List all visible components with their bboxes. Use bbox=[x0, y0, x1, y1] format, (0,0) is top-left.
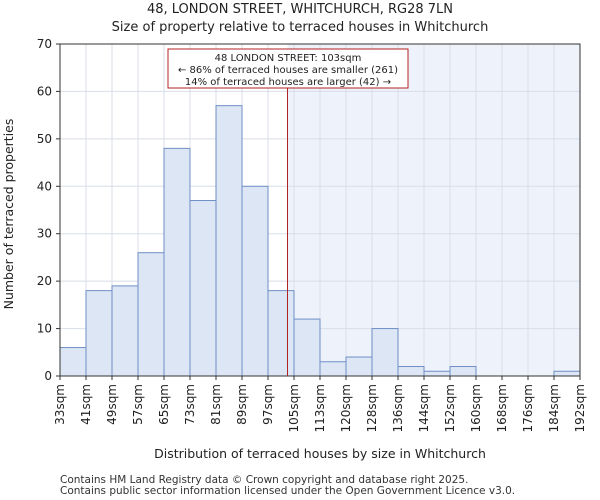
bar-81sqm bbox=[215, 105, 243, 377]
x-tick-label-73sqm: 73sqm bbox=[183, 384, 197, 425]
chart-subtitle: Size of property relative to terraced ho… bbox=[111, 20, 489, 35]
annotation-line-2: ← 86% of terraced houses are smaller (26… bbox=[178, 65, 398, 76]
x-tick-label-192sqm: 192sqm bbox=[573, 384, 587, 432]
bar-152sqm bbox=[449, 366, 477, 377]
annotation-line-1: 48 LONDON STREET: 103sqm bbox=[215, 53, 362, 64]
bar-105sqm bbox=[293, 318, 321, 377]
footer-copyright: Contains HM Land Registry data © Crown c… bbox=[60, 474, 469, 486]
bar-57sqm bbox=[137, 252, 165, 377]
y-tick-label-50: 50 bbox=[37, 132, 52, 146]
larger-houses-region bbox=[287, 44, 580, 376]
bar-184sqm bbox=[553, 370, 581, 377]
x-tick-label-184sqm: 184sqm bbox=[547, 384, 561, 432]
annotation-frame bbox=[167, 48, 409, 89]
y-tick-label-70: 70 bbox=[37, 37, 52, 51]
x-tick-label-81sqm: 81sqm bbox=[209, 384, 223, 425]
x-tick-label-33sqm: 33sqm bbox=[53, 384, 67, 425]
x-tick-label-128sqm: 128sqm bbox=[365, 384, 379, 432]
x-tick-label-136sqm: 136sqm bbox=[391, 384, 405, 432]
y-tick-label-0: 0 bbox=[44, 369, 52, 383]
annotation-line-3: 14% of terraced houses are larger (42) → bbox=[185, 77, 391, 88]
bar-97sqm bbox=[267, 290, 295, 377]
x-tick-label-105sqm: 105sqm bbox=[287, 384, 301, 432]
x-tick-label-120sqm: 120sqm bbox=[339, 384, 353, 432]
y-axis: 0 10 20 30 40 50 60 70 bbox=[37, 37, 60, 383]
bar-120sqm bbox=[345, 356, 373, 377]
y-axis-label: Number of terraced properties bbox=[1, 119, 16, 310]
annotation-box: 48 LONDON STREET: 103sqm ← 86% of terrac… bbox=[167, 48, 409, 89]
bar-136sqm bbox=[397, 366, 425, 377]
bar-113sqm bbox=[319, 361, 347, 377]
footer-licence: Contains public sector information licen… bbox=[60, 485, 516, 497]
bar-41sqm bbox=[85, 290, 113, 377]
x-tick-label-152sqm: 152sqm bbox=[443, 384, 457, 432]
bar-33sqm bbox=[59, 347, 87, 377]
x-tick-label-97sqm: 97sqm bbox=[261, 384, 275, 425]
bar-144sqm bbox=[423, 370, 451, 377]
x-tick-label-57sqm: 57sqm bbox=[131, 384, 145, 425]
x-tick-label-89sqm: 89sqm bbox=[235, 384, 249, 425]
bar-65sqm bbox=[163, 147, 191, 377]
x-tick-label-168sqm: 168sqm bbox=[495, 384, 509, 432]
x-tick-label-160sqm: 160sqm bbox=[469, 384, 483, 432]
x-tick-label-49sqm: 49sqm bbox=[105, 384, 119, 425]
y-tick-label-40: 40 bbox=[37, 179, 52, 193]
y-tick-label-30: 30 bbox=[37, 227, 52, 241]
x-tick-label-113sqm: 113sqm bbox=[313, 384, 327, 432]
chart-title: 48, LONDON STREET, WHITCHURCH, RG28 7LN bbox=[146, 2, 454, 17]
bar-89sqm bbox=[241, 185, 269, 377]
bar-73sqm bbox=[189, 200, 217, 377]
y-tick-label-60: 60 bbox=[37, 84, 52, 98]
bar-128sqm bbox=[371, 328, 399, 377]
y-tick-label-20: 20 bbox=[37, 274, 52, 288]
x-tick-label-176sqm: 176sqm bbox=[521, 384, 535, 432]
x-axis-label: Distribution of terraced houses by size … bbox=[154, 446, 486, 461]
y-tick-label-10: 10 bbox=[37, 322, 52, 336]
x-tick-label-41sqm: 41sqm bbox=[79, 384, 93, 425]
x-axis: 33sqm 41sqm 49sqm 57sqm 65sqm 73sqm 81sqm 89sqm… bbox=[53, 376, 587, 432]
bar-49sqm bbox=[111, 285, 139, 377]
bars-group bbox=[59, 105, 581, 377]
x-tick-label-65sqm: 65sqm bbox=[157, 384, 171, 425]
x-tick-label-144sqm: 144sqm bbox=[417, 384, 431, 432]
